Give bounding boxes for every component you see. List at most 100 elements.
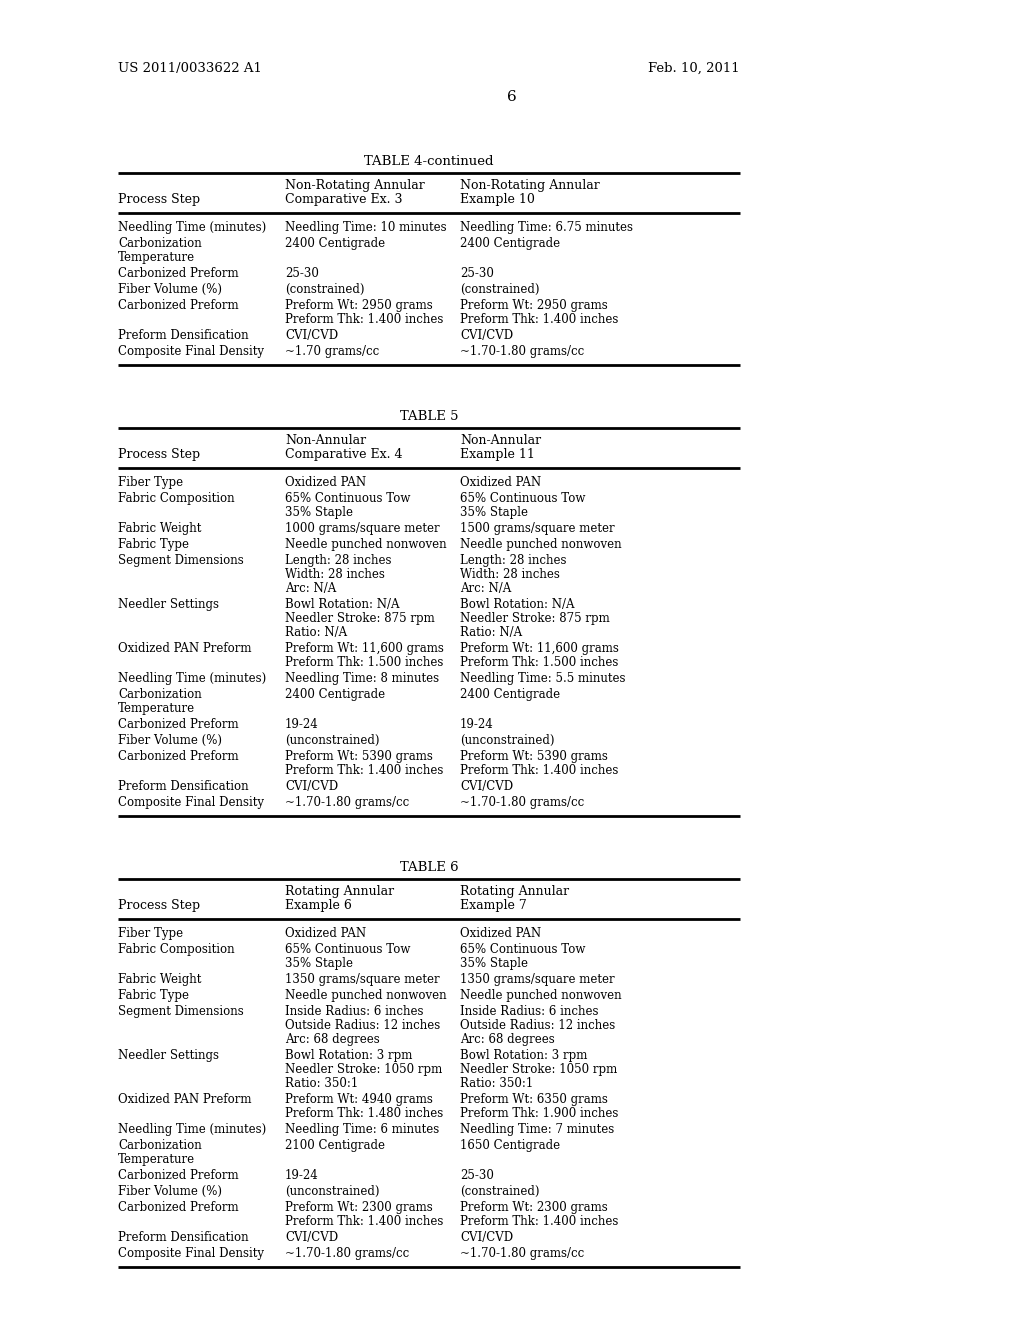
Text: Segment Dimensions: Segment Dimensions — [118, 554, 244, 568]
Text: ~1.70 grams/cc: ~1.70 grams/cc — [285, 345, 379, 358]
Text: Carbonized Preform: Carbonized Preform — [118, 750, 239, 763]
Text: Arc: 68 degrees: Arc: 68 degrees — [285, 1034, 380, 1045]
Text: Preform Wt: 11,600 grams: Preform Wt: 11,600 grams — [460, 642, 618, 655]
Text: ~1.70-1.80 grams/cc: ~1.70-1.80 grams/cc — [460, 345, 585, 358]
Text: Width: 28 inches: Width: 28 inches — [460, 568, 560, 581]
Text: CVI/CVD: CVI/CVD — [460, 1232, 513, 1243]
Text: Temperature: Temperature — [118, 1152, 196, 1166]
Text: Outside Radius: 12 inches: Outside Radius: 12 inches — [460, 1019, 615, 1032]
Text: Preform Thk: 1.400 inches: Preform Thk: 1.400 inches — [460, 313, 618, 326]
Text: 25-30: 25-30 — [285, 267, 318, 280]
Text: Bowl Rotation: 3 rpm: Bowl Rotation: 3 rpm — [460, 1049, 588, 1063]
Text: Composite Final Density: Composite Final Density — [118, 345, 264, 358]
Text: Needling Time: 10 minutes: Needling Time: 10 minutes — [285, 220, 446, 234]
Text: Carbonized Preform: Carbonized Preform — [118, 1201, 239, 1214]
Text: Comparative Ex. 4: Comparative Ex. 4 — [285, 447, 402, 461]
Text: TABLE 5: TABLE 5 — [399, 411, 459, 422]
Text: Fiber Type: Fiber Type — [118, 927, 183, 940]
Text: 25-30: 25-30 — [460, 1170, 494, 1181]
Text: 19-24: 19-24 — [460, 718, 494, 731]
Text: 1350 grams/square meter: 1350 grams/square meter — [285, 973, 439, 986]
Text: Preform Wt: 2300 grams: Preform Wt: 2300 grams — [460, 1201, 608, 1214]
Text: Oxidized PAN Preform: Oxidized PAN Preform — [118, 1093, 252, 1106]
Text: Fiber Volume (%): Fiber Volume (%) — [118, 734, 222, 747]
Text: Oxidized PAN Preform: Oxidized PAN Preform — [118, 642, 252, 655]
Text: Needle punched nonwoven: Needle punched nonwoven — [460, 989, 622, 1002]
Text: (unconstrained): (unconstrained) — [460, 734, 555, 747]
Text: Carbonized Preform: Carbonized Preform — [118, 300, 239, 312]
Text: Process Step: Process Step — [118, 193, 200, 206]
Text: Ratio: N/A: Ratio: N/A — [285, 626, 347, 639]
Text: Example 7: Example 7 — [460, 899, 526, 912]
Text: Fiber Volume (%): Fiber Volume (%) — [118, 282, 222, 296]
Text: Non-Annular: Non-Annular — [285, 434, 367, 447]
Text: Segment Dimensions: Segment Dimensions — [118, 1005, 244, 1018]
Text: Non-Annular: Non-Annular — [460, 434, 541, 447]
Text: Needling Time (minutes): Needling Time (minutes) — [118, 220, 266, 234]
Text: Fiber Volume (%): Fiber Volume (%) — [118, 1185, 222, 1199]
Text: Arc: N/A: Arc: N/A — [460, 582, 511, 595]
Text: CVI/CVD: CVI/CVD — [460, 329, 513, 342]
Text: Preform Wt: 5390 grams: Preform Wt: 5390 grams — [285, 750, 433, 763]
Text: 35% Staple: 35% Staple — [285, 957, 353, 970]
Text: Fabric Weight: Fabric Weight — [118, 973, 202, 986]
Text: 25-30: 25-30 — [460, 267, 494, 280]
Text: 6: 6 — [507, 90, 517, 104]
Text: Preform Thk: 1.400 inches: Preform Thk: 1.400 inches — [285, 764, 443, 777]
Text: 1000 grams/square meter: 1000 grams/square meter — [285, 521, 439, 535]
Text: Preform Thk: 1.400 inches: Preform Thk: 1.400 inches — [460, 1214, 618, 1228]
Text: Needle punched nonwoven: Needle punched nonwoven — [460, 539, 622, 550]
Text: Feb. 10, 2011: Feb. 10, 2011 — [648, 62, 740, 75]
Text: 19-24: 19-24 — [285, 1170, 318, 1181]
Text: Needling Time: 5.5 minutes: Needling Time: 5.5 minutes — [460, 672, 626, 685]
Text: Arc: N/A: Arc: N/A — [285, 582, 336, 595]
Text: Needler Stroke: 1050 rpm: Needler Stroke: 1050 rpm — [285, 1063, 442, 1076]
Text: 1350 grams/square meter: 1350 grams/square meter — [460, 973, 614, 986]
Text: Inside Radius: 6 inches: Inside Radius: 6 inches — [460, 1005, 598, 1018]
Text: 1650 Centigrade: 1650 Centigrade — [460, 1139, 560, 1152]
Text: Rotating Annular: Rotating Annular — [460, 884, 569, 898]
Text: 2400 Centigrade: 2400 Centigrade — [460, 238, 560, 249]
Text: (constrained): (constrained) — [460, 1185, 540, 1199]
Text: 1500 grams/square meter: 1500 grams/square meter — [460, 521, 614, 535]
Text: Preform Wt: 4940 grams: Preform Wt: 4940 grams — [285, 1093, 433, 1106]
Text: Outside Radius: 12 inches: Outside Radius: 12 inches — [285, 1019, 440, 1032]
Text: 35% Staple: 35% Staple — [460, 506, 528, 519]
Text: Preform Thk: 1.900 inches: Preform Thk: 1.900 inches — [460, 1107, 618, 1119]
Text: Needler Settings: Needler Settings — [118, 1049, 219, 1063]
Text: Needle punched nonwoven: Needle punched nonwoven — [285, 989, 446, 1002]
Text: Length: 28 inches: Length: 28 inches — [285, 554, 391, 568]
Text: 65% Continuous Tow: 65% Continuous Tow — [285, 492, 411, 506]
Text: Preform Thk: 1.500 inches: Preform Thk: 1.500 inches — [460, 656, 618, 669]
Text: Preform Thk: 1.500 inches: Preform Thk: 1.500 inches — [285, 656, 443, 669]
Text: Example 11: Example 11 — [460, 447, 535, 461]
Text: Preform Densification: Preform Densification — [118, 780, 249, 793]
Text: Fabric Type: Fabric Type — [118, 989, 189, 1002]
Text: Fiber Type: Fiber Type — [118, 477, 183, 488]
Text: Carbonized Preform: Carbonized Preform — [118, 267, 239, 280]
Text: ~1.70-1.80 grams/cc: ~1.70-1.80 grams/cc — [460, 796, 585, 809]
Text: Needling Time: 6 minutes: Needling Time: 6 minutes — [285, 1123, 439, 1137]
Text: Temperature: Temperature — [118, 702, 196, 715]
Text: Needling Time (minutes): Needling Time (minutes) — [118, 672, 266, 685]
Text: Carbonization: Carbonization — [118, 238, 202, 249]
Text: Preform Wt: 2300 grams: Preform Wt: 2300 grams — [285, 1201, 433, 1214]
Text: Preform Thk: 1.400 inches: Preform Thk: 1.400 inches — [285, 1214, 443, 1228]
Text: Rotating Annular: Rotating Annular — [285, 884, 394, 898]
Text: Needling Time (minutes): Needling Time (minutes) — [118, 1123, 266, 1137]
Text: CVI/CVD: CVI/CVD — [285, 1232, 338, 1243]
Text: Inside Radius: 6 inches: Inside Radius: 6 inches — [285, 1005, 424, 1018]
Text: Length: 28 inches: Length: 28 inches — [460, 554, 566, 568]
Text: Preform Densification: Preform Densification — [118, 329, 249, 342]
Text: Preform Wt: 2950 grams: Preform Wt: 2950 grams — [285, 300, 433, 312]
Text: CVI/CVD: CVI/CVD — [285, 329, 338, 342]
Text: Fabric Composition: Fabric Composition — [118, 492, 234, 506]
Text: 2400 Centigrade: 2400 Centigrade — [285, 688, 385, 701]
Text: Arc: 68 degrees: Arc: 68 degrees — [460, 1034, 555, 1045]
Text: Carbonization: Carbonization — [118, 688, 202, 701]
Text: Preform Thk: 1.400 inches: Preform Thk: 1.400 inches — [460, 764, 618, 777]
Text: Oxidized PAN: Oxidized PAN — [460, 477, 541, 488]
Text: Example 6: Example 6 — [285, 899, 352, 912]
Text: Carbonized Preform: Carbonized Preform — [118, 1170, 239, 1181]
Text: 19-24: 19-24 — [285, 718, 318, 731]
